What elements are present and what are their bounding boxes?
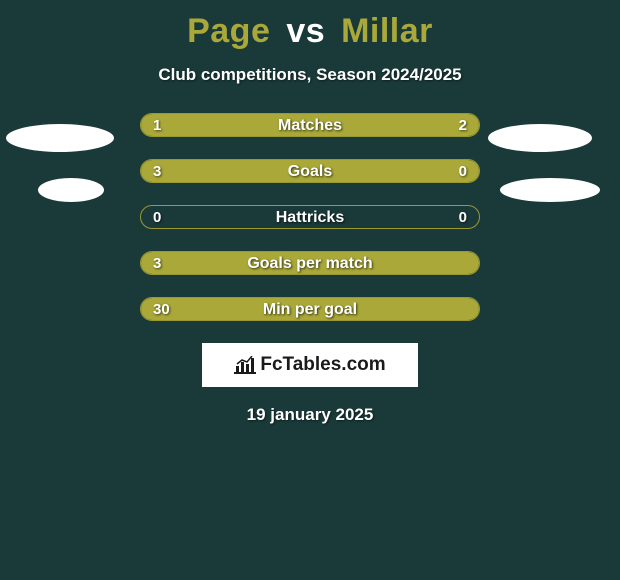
stat-row: 00Hattricks xyxy=(0,205,620,229)
player2-name: Millar xyxy=(341,12,433,50)
stat-label: Goals xyxy=(141,160,479,183)
stat-label: Hattricks xyxy=(141,206,479,229)
logo-text: FcTables.com xyxy=(260,354,385,376)
stat-row: 30Min per goal xyxy=(0,297,620,321)
comparison-title: Page vs Millar xyxy=(0,0,620,51)
player-photo-placeholder xyxy=(488,124,592,152)
bar-track: 3Goals per match xyxy=(140,251,480,275)
bar-track: 30Goals xyxy=(140,159,480,183)
stat-label: Matches xyxy=(141,114,479,137)
player-photo-placeholder xyxy=(38,178,104,202)
stat-row: 3Goals per match xyxy=(0,251,620,275)
stat-label: Goals per match xyxy=(141,252,479,275)
bar-track: 12Matches xyxy=(140,113,480,137)
date-label: 19 january 2025 xyxy=(0,405,620,425)
player1-name: Page xyxy=(187,12,270,50)
bar-track: 00Hattricks xyxy=(140,205,480,229)
subtitle: Club competitions, Season 2024/2025 xyxy=(0,65,620,85)
chart-icon xyxy=(234,356,256,374)
player-photo-placeholder xyxy=(500,178,600,202)
logo-box: FcTables.com xyxy=(202,343,418,387)
stat-label: Min per goal xyxy=(141,298,479,321)
vs-label: vs xyxy=(286,12,325,50)
logo: FcTables.com xyxy=(234,354,385,376)
bar-track: 30Min per goal xyxy=(140,297,480,321)
player-photo-placeholder xyxy=(6,124,114,152)
